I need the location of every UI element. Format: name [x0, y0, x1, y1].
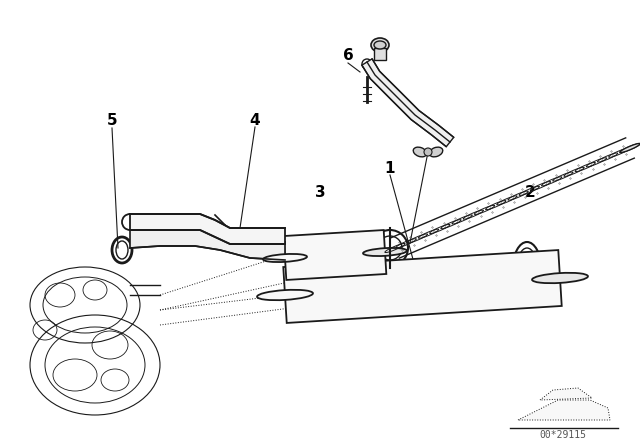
Circle shape: [424, 148, 432, 156]
Polygon shape: [374, 48, 386, 60]
Text: 2: 2: [525, 185, 536, 199]
Ellipse shape: [429, 147, 443, 157]
Ellipse shape: [532, 273, 588, 283]
Ellipse shape: [263, 254, 307, 262]
Ellipse shape: [374, 41, 386, 49]
Polygon shape: [518, 400, 610, 420]
Ellipse shape: [371, 38, 389, 52]
Polygon shape: [130, 214, 285, 244]
Text: 00*29115: 00*29115: [540, 430, 586, 440]
Ellipse shape: [413, 147, 427, 157]
Polygon shape: [284, 250, 562, 323]
Text: 5: 5: [107, 112, 117, 128]
Polygon shape: [540, 388, 592, 400]
Ellipse shape: [620, 143, 640, 153]
Polygon shape: [130, 228, 285, 260]
Text: 6: 6: [342, 47, 353, 63]
Ellipse shape: [363, 248, 407, 256]
Ellipse shape: [257, 290, 313, 300]
Polygon shape: [362, 59, 454, 146]
Text: 4: 4: [250, 112, 260, 128]
Polygon shape: [284, 230, 387, 280]
Text: 1: 1: [385, 160, 396, 176]
Text: 3: 3: [315, 185, 325, 199]
